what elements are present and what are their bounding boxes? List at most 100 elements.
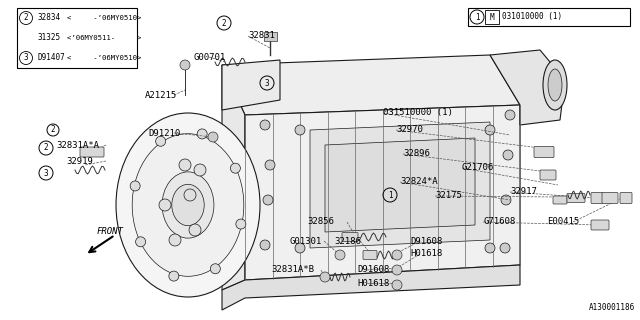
FancyBboxPatch shape bbox=[363, 251, 377, 260]
Text: 32831A*B: 32831A*B bbox=[271, 266, 314, 275]
Text: 32831: 32831 bbox=[248, 31, 275, 41]
Circle shape bbox=[392, 265, 402, 275]
Text: 2: 2 bbox=[51, 125, 55, 134]
Circle shape bbox=[208, 132, 218, 142]
Text: G00701: G00701 bbox=[193, 52, 225, 61]
Circle shape bbox=[197, 129, 207, 139]
Circle shape bbox=[392, 280, 402, 290]
Text: 3: 3 bbox=[265, 78, 269, 87]
Ellipse shape bbox=[172, 184, 204, 226]
Text: 32831A*A: 32831A*A bbox=[56, 140, 99, 149]
FancyBboxPatch shape bbox=[80, 147, 104, 157]
Text: 1: 1 bbox=[388, 190, 392, 199]
Circle shape bbox=[194, 164, 206, 176]
FancyBboxPatch shape bbox=[264, 31, 276, 41]
Bar bbox=[17, 8, 137, 68]
Text: 031510000 (1): 031510000 (1) bbox=[383, 108, 453, 117]
Text: G71608: G71608 bbox=[483, 218, 515, 227]
Ellipse shape bbox=[116, 113, 260, 297]
Text: 32824*A: 32824*A bbox=[400, 178, 438, 187]
Circle shape bbox=[500, 243, 510, 253]
Text: E00415: E00415 bbox=[547, 218, 579, 227]
Bar bbox=[485, 10, 499, 24]
Text: A21215: A21215 bbox=[145, 91, 177, 100]
Circle shape bbox=[260, 120, 270, 130]
Polygon shape bbox=[245, 105, 520, 280]
Text: 031010000 (1): 031010000 (1) bbox=[502, 12, 562, 21]
Text: 3: 3 bbox=[44, 169, 48, 178]
Text: 32917: 32917 bbox=[510, 188, 537, 196]
Text: 32856: 32856 bbox=[307, 218, 334, 227]
Polygon shape bbox=[325, 138, 475, 232]
FancyBboxPatch shape bbox=[602, 193, 618, 204]
Text: 32970: 32970 bbox=[396, 125, 423, 134]
Text: 1: 1 bbox=[475, 12, 479, 21]
Text: 2: 2 bbox=[221, 19, 227, 28]
Circle shape bbox=[295, 243, 305, 253]
Text: A130001186: A130001186 bbox=[589, 303, 635, 312]
Text: 3: 3 bbox=[24, 53, 28, 62]
FancyBboxPatch shape bbox=[534, 147, 554, 157]
Text: 32919: 32919 bbox=[66, 156, 93, 165]
Circle shape bbox=[335, 250, 345, 260]
FancyBboxPatch shape bbox=[540, 170, 556, 180]
Polygon shape bbox=[222, 55, 520, 115]
Circle shape bbox=[184, 189, 196, 201]
Circle shape bbox=[485, 243, 495, 253]
Text: 32896: 32896 bbox=[403, 149, 430, 158]
Circle shape bbox=[130, 181, 140, 191]
Circle shape bbox=[169, 271, 179, 281]
Circle shape bbox=[169, 234, 181, 246]
Text: D91608: D91608 bbox=[410, 236, 442, 245]
Text: D91608: D91608 bbox=[357, 266, 389, 275]
Ellipse shape bbox=[548, 69, 562, 101]
Circle shape bbox=[265, 160, 275, 170]
Text: G01301: G01301 bbox=[289, 236, 321, 245]
Polygon shape bbox=[222, 60, 280, 110]
Bar bbox=[468, 8, 630, 26]
Text: M: M bbox=[490, 12, 494, 21]
Text: 2: 2 bbox=[44, 143, 48, 153]
Circle shape bbox=[501, 195, 511, 205]
Circle shape bbox=[236, 219, 246, 229]
FancyBboxPatch shape bbox=[620, 193, 632, 204]
Text: 31325: 31325 bbox=[38, 34, 61, 43]
Circle shape bbox=[159, 199, 171, 211]
Circle shape bbox=[485, 125, 495, 135]
Polygon shape bbox=[490, 50, 565, 125]
FancyBboxPatch shape bbox=[591, 220, 609, 230]
Text: H01618: H01618 bbox=[410, 250, 442, 259]
Polygon shape bbox=[222, 265, 520, 310]
FancyBboxPatch shape bbox=[567, 194, 585, 203]
Circle shape bbox=[320, 272, 330, 282]
Circle shape bbox=[260, 240, 270, 250]
FancyBboxPatch shape bbox=[591, 193, 603, 204]
Circle shape bbox=[211, 264, 220, 274]
Circle shape bbox=[180, 60, 190, 70]
Ellipse shape bbox=[162, 172, 214, 238]
Text: <’06MY0511-     >: <’06MY0511- > bbox=[67, 35, 141, 41]
Text: <     -’06MY0510>: < -’06MY0510> bbox=[67, 15, 141, 21]
Circle shape bbox=[189, 224, 201, 236]
Circle shape bbox=[156, 136, 166, 146]
Text: 2: 2 bbox=[24, 13, 28, 22]
Text: D91210: D91210 bbox=[148, 129, 180, 138]
Text: 32175: 32175 bbox=[435, 191, 462, 201]
Ellipse shape bbox=[132, 134, 244, 276]
Text: H01618: H01618 bbox=[357, 278, 389, 287]
Text: 32834: 32834 bbox=[38, 13, 61, 22]
Circle shape bbox=[505, 110, 515, 120]
Circle shape bbox=[295, 125, 305, 135]
FancyBboxPatch shape bbox=[553, 196, 567, 204]
Polygon shape bbox=[310, 122, 490, 248]
Polygon shape bbox=[222, 65, 245, 290]
Circle shape bbox=[263, 195, 273, 205]
Circle shape bbox=[392, 250, 402, 260]
Circle shape bbox=[503, 150, 513, 160]
Circle shape bbox=[230, 163, 241, 173]
Text: G21706: G21706 bbox=[462, 164, 494, 172]
Circle shape bbox=[136, 237, 146, 247]
FancyBboxPatch shape bbox=[342, 233, 358, 242]
Text: FRONT: FRONT bbox=[97, 228, 124, 236]
Text: D91407: D91407 bbox=[38, 53, 66, 62]
